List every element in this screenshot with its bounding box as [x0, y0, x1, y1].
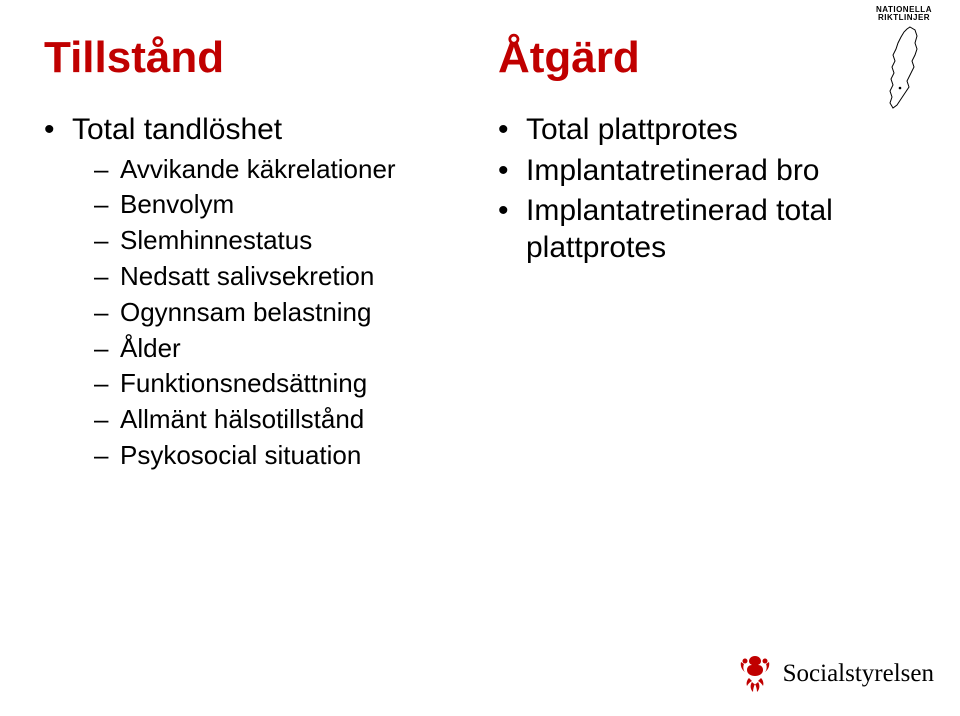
bottom-logo-text: Socialstyrelsen — [783, 660, 934, 688]
socialstyrelsen-icon — [735, 652, 775, 696]
slide: NATIONELLA RIKTLINJER Tillstånd Åtgärd T… — [0, 0, 960, 716]
left-sub-5: Ålder — [72, 332, 480, 366]
left-sub-list: Avvikande käkrelationer Benvolym Slemhin… — [72, 153, 480, 473]
bottom-logo: Socialstyrelsen — [735, 652, 934, 696]
left-sub-3: Nedsatt salivsekretion — [72, 260, 480, 294]
map-label: NATIONELLA RIKTLINJER — [858, 6, 950, 23]
columns: Total tandlöshet Avvikande käkrelationer… — [44, 112, 916, 477]
left-bullet-0: Total tandlöshet Avvikande käkrelationer… — [44, 112, 480, 473]
right-bullets: Total plattprotes Implantatretinerad bro… — [498, 112, 916, 266]
left-bullets: Total tandlöshet Avvikande käkrelationer… — [44, 112, 480, 473]
left-bullet-0-text: Total tandlöshet — [72, 113, 282, 146]
right-bullet-2: Implantatretinerad total plattprotes — [498, 193, 916, 266]
title-row: Tillstånd Åtgärd — [44, 34, 916, 82]
left-sub-1: Benvolym — [72, 188, 480, 222]
left-sub-6: Funktionsnedsättning — [72, 367, 480, 401]
left-sub-4: Ogynnsam belastning — [72, 296, 480, 330]
col-left: Total tandlöshet Avvikande käkrelationer… — [44, 112, 480, 477]
left-sub-0: Avvikande käkrelationer — [72, 153, 480, 187]
left-sub-2: Slemhinnestatus — [72, 224, 480, 258]
title-left: Tillstånd — [44, 34, 480, 82]
right-bullet-0: Total plattprotes — [498, 112, 916, 149]
map-label-line2: RIKTLINJER — [878, 13, 930, 22]
left-sub-7: Allmänt hälsotillstånd — [72, 403, 480, 437]
col-right: Total plattprotes Implantatretinerad bro… — [480, 112, 916, 477]
title-right: Åtgärd — [480, 34, 916, 82]
right-bullet-1: Implantatretinerad bro — [498, 153, 916, 190]
left-sub-8: Psykosocial situation — [72, 439, 480, 473]
